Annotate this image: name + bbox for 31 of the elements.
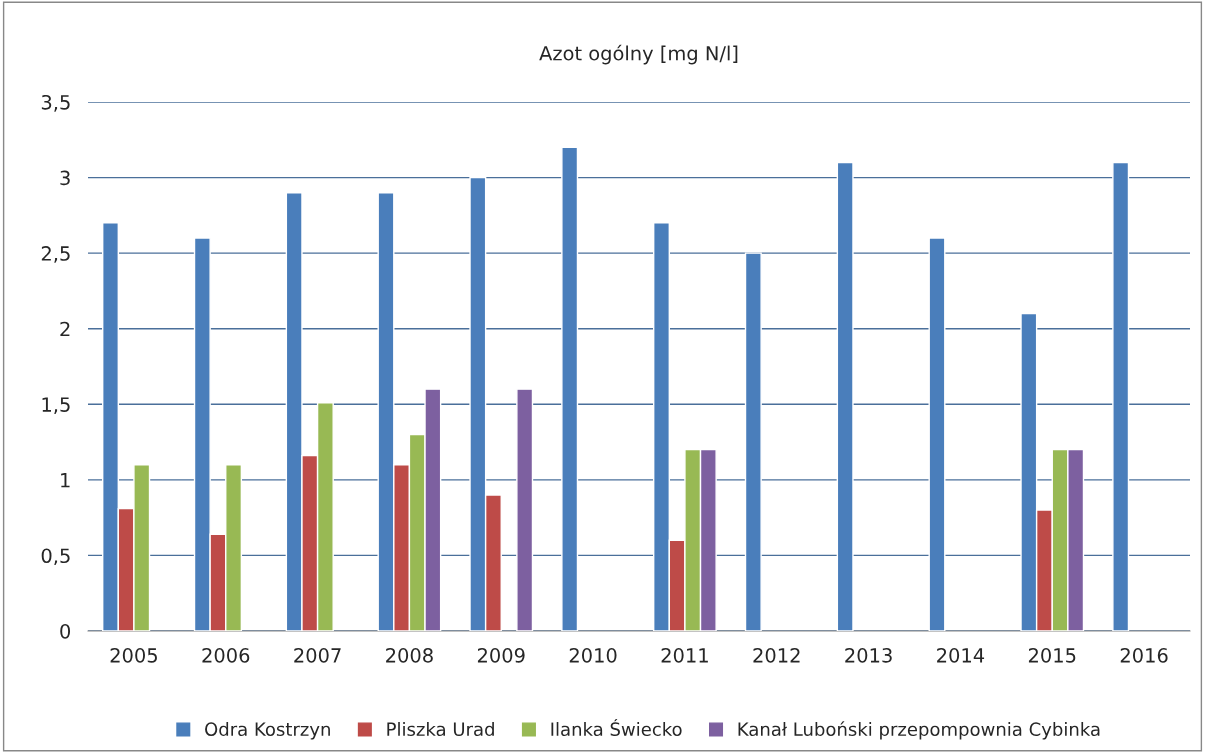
x-tick-label: 2012 [753,648,800,663]
y-tick-label: 2 [60,321,70,337]
chart-title: Azot ogólny [mg N/l] [539,44,738,65]
x-tick-label: 2011 [661,648,708,663]
bar [744,252,762,631]
y-tick-label: 3 [60,170,70,186]
y-tick-label: 1 [61,473,70,488]
x-tick-label: 2008 [386,648,433,663]
bar [928,237,946,631]
y-tick-label: 3,5 [41,94,70,112]
x-tick-label: 2010 [569,648,617,663]
y-tick-label: 0 [60,623,71,639]
x-tick-label: 2005 [110,648,157,663]
legend-label: Odra Kostrzyn [205,722,330,740]
legend-label: Kanał Luboński przepompownia Cybinka [738,721,1100,740]
x-tick-label: 2009 [477,648,525,663]
x-tick-label: 2014 [937,648,985,663]
bar [516,388,534,631]
x-tick-label: 2016 [1120,648,1168,663]
y-tick-label: 0,5 [41,548,70,566]
bar [1112,161,1130,631]
legend-label: Pliszka Urad [387,722,494,737]
y-tick-label: 1,5 [42,397,70,414]
x-tick-label: 2007 [294,648,341,663]
bar [561,146,579,631]
y-tick-label: 2,5 [41,246,70,263]
bar [836,161,854,631]
x-tick-label: 2015 [1028,648,1076,663]
legend-label: Ilanka Świecko [551,719,682,737]
x-tick-label: 2006 [202,648,250,663]
x-tick-label: 2013 [845,648,892,663]
